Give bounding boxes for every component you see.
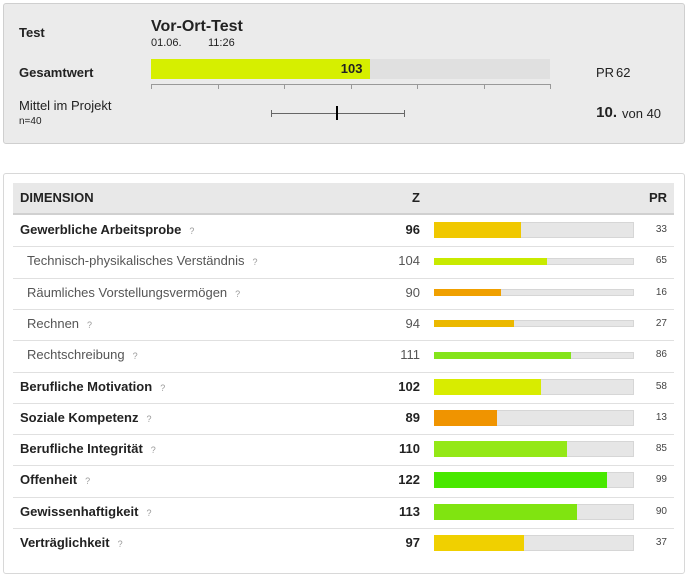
row-divider (13, 308, 674, 310)
bar (434, 535, 524, 551)
row-divider (13, 528, 674, 529)
bar (434, 257, 548, 265)
column-header: PR (648, 190, 667, 205)
help-icon: ? (146, 507, 152, 518)
mean-marker (336, 106, 339, 120)
row-divider (13, 434, 674, 436)
pr-value: 58 (655, 380, 667, 392)
scale-tick (217, 84, 219, 89)
bar-track (434, 320, 634, 328)
z-value: 111 (400, 347, 420, 363)
row-divider (13, 402, 674, 404)
pr-value: 85 (655, 443, 667, 455)
help-icon: ? (146, 413, 152, 424)
pr-value: 13 (655, 411, 667, 423)
test-time: 11:26 (208, 37, 235, 49)
z-value: 104 (398, 253, 420, 269)
dimension-name: Gewissenhaftigkeit? (20, 503, 152, 519)
row-divider (13, 371, 674, 373)
help-icon: ? (85, 476, 91, 487)
dimension-name: Soziale Kompetenz? (20, 409, 152, 425)
dimension-name: Technisch-physikalisches Verständnis? (27, 253, 258, 269)
bar (434, 378, 541, 395)
test-label: Test (19, 25, 45, 40)
z-value: 97 (405, 535, 420, 550)
row-divider (13, 277, 674, 279)
help-icon: ? (150, 445, 156, 456)
bar (434, 503, 578, 520)
row-divider (13, 246, 674, 248)
test-name: Vor-Ort-Test (151, 18, 243, 35)
mean-label: Mittel im Projekt (19, 98, 112, 113)
total-bar (151, 59, 371, 79)
column-header: DIMENSION (20, 190, 94, 205)
bar (434, 472, 608, 489)
help-icon: ? (252, 257, 258, 268)
n-label: n=40 (19, 116, 42, 127)
pr-value: 33 (655, 224, 667, 235)
help-icon: ? (117, 539, 123, 549)
scale-tick (417, 84, 418, 89)
z-value: 90 (405, 284, 420, 300)
z-value: 89 (405, 409, 420, 425)
scale-tick (284, 84, 285, 89)
pr-value: 99 (655, 474, 667, 486)
bar (434, 289, 501, 297)
pr-value: 37 (655, 537, 667, 548)
bar (434, 320, 514, 328)
pr-value: 86 (655, 349, 667, 361)
z-value: 94 (405, 315, 420, 331)
rank-of: von 40 (622, 106, 662, 121)
pr-label: PR (596, 65, 615, 80)
help-icon: ? (87, 319, 93, 330)
bar (434, 409, 498, 426)
z-value: 96 (405, 222, 420, 237)
mean-cap-high (403, 110, 405, 117)
bar (434, 222, 521, 238)
dimension-name: Rechtschreibung? (27, 347, 138, 363)
dimension-name: Verträglichkeit? (20, 535, 123, 550)
bar (434, 441, 568, 458)
help-icon: ? (235, 288, 241, 299)
bar (434, 351, 571, 359)
z-value: 102 (398, 378, 420, 394)
column-header: Z (412, 190, 420, 205)
dimension-name: Berufliche Motivation? (20, 378, 166, 394)
scale-tick (151, 84, 152, 89)
help-icon: ? (132, 351, 138, 362)
bar-track (434, 289, 634, 297)
rank: 10. (596, 104, 617, 121)
z-value: 122 (398, 472, 420, 488)
test-date: 01.06. (151, 37, 182, 49)
pr-value: 62 (616, 65, 631, 80)
table-header (13, 183, 674, 215)
row-divider (13, 340, 674, 342)
row-divider (13, 465, 674, 467)
pr-value: 27 (655, 317, 667, 329)
mean-cap-low (270, 110, 272, 117)
z-value: 110 (399, 441, 420, 457)
z-value: 113 (399, 503, 420, 519)
dimension-name: Berufliche Integrität? (20, 441, 156, 457)
dimension-name: Gewerbliche Arbeitsprobe? (20, 222, 195, 237)
pr-value: 16 (655, 286, 667, 298)
pr-value: 65 (655, 255, 667, 267)
help-icon: ? (189, 226, 195, 236)
dimension-name: Rechnen? (27, 315, 93, 331)
pr-value: 90 (655, 505, 667, 517)
total-label: Gesamtwert (19, 65, 94, 80)
dimension-name: Räumliches Vorstellungsvermögen? (27, 284, 241, 300)
dimension-name: Offenheit? (20, 472, 91, 488)
scale-tick (550, 84, 551, 89)
total-value: 103 (340, 61, 363, 76)
row-divider (13, 496, 674, 498)
scale-tick (350, 84, 352, 89)
scale-tick (483, 84, 485, 89)
help-icon: ? (160, 382, 166, 393)
